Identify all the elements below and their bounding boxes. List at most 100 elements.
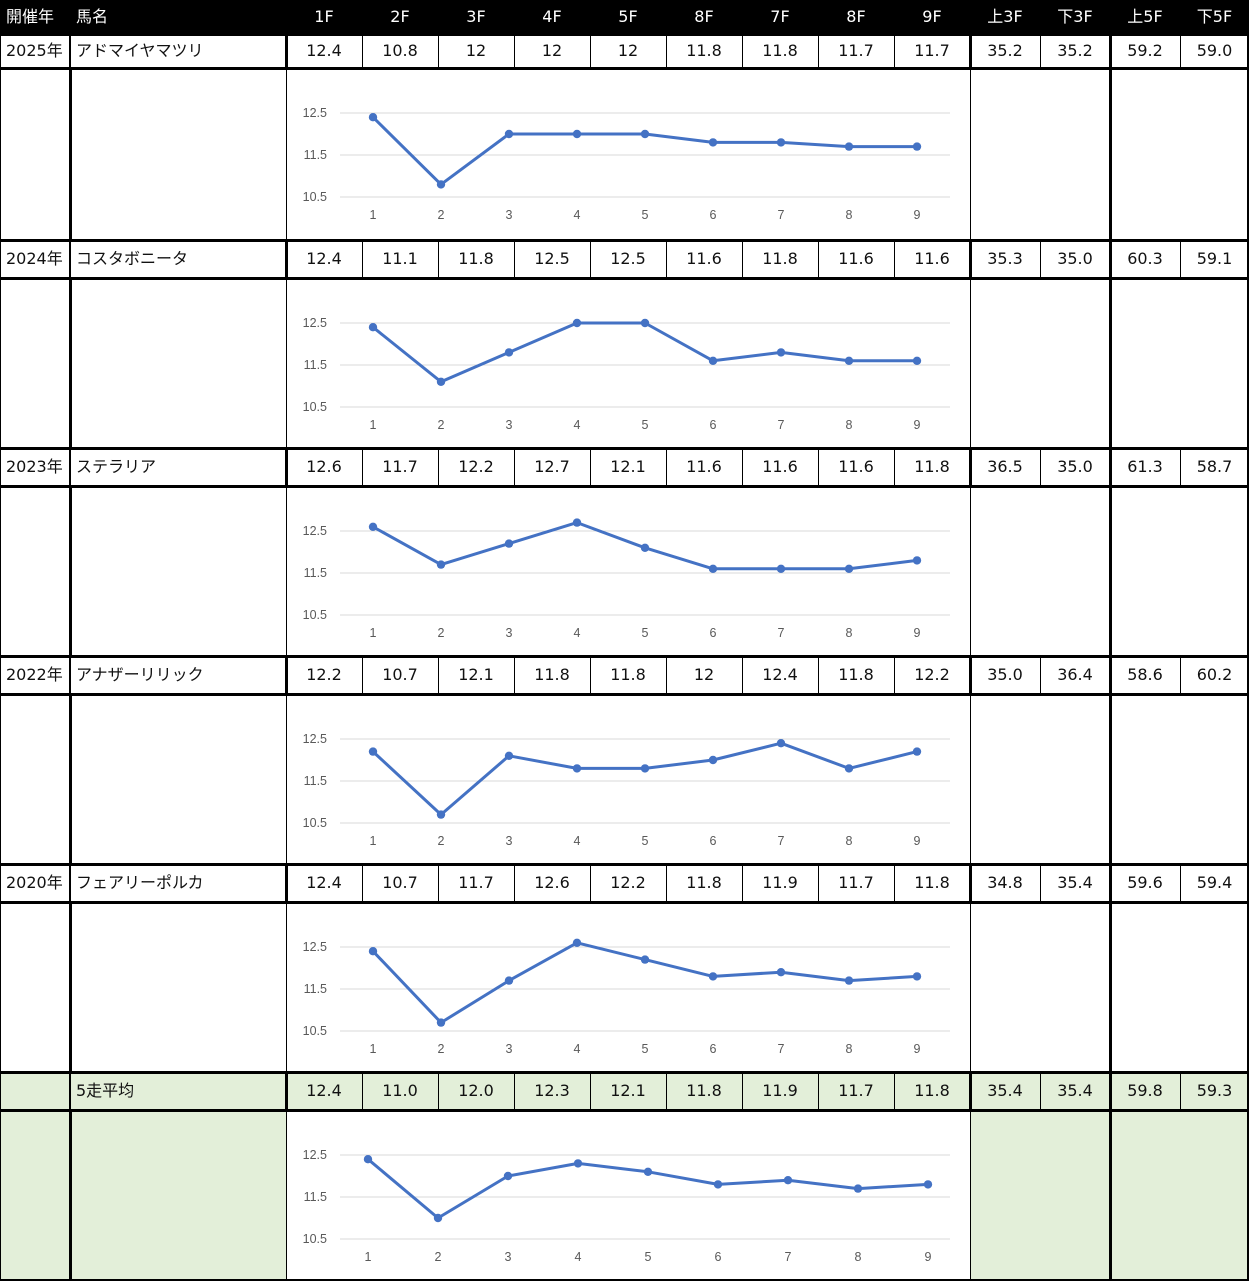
data-point [433, 1213, 443, 1223]
x-tick-label: 7 [778, 834, 785, 848]
y-tick-label: 11.5 [304, 982, 327, 996]
col-border [1040, 448, 1041, 486]
cell-up5: 59.8 [1127, 1081, 1163, 1100]
x-tick-label: 1 [370, 418, 377, 432]
data-point [923, 1180, 933, 1189]
cell-up5: 60.3 [1127, 249, 1163, 268]
row-border-thick [0, 1109, 1249, 1112]
cell-up5: 58.6 [1127, 665, 1163, 684]
col-border [438, 656, 439, 694]
split-cell: 12.5 [610, 249, 646, 268]
race-year: 2022年 [6, 665, 63, 684]
data-point [572, 318, 582, 328]
x-tick-label: 6 [710, 418, 717, 432]
split-line-chart: 12.5 11.5 10.5 1 2 3 4 5 6 7 8 9 [303, 518, 950, 640]
chart-col-border [1109, 486, 1112, 656]
data-point [572, 938, 582, 947]
x-tick-label: 7 [778, 1042, 785, 1056]
row-border-thick [0, 67, 1249, 70]
data-point [503, 1171, 513, 1181]
data-point [708, 755, 718, 765]
col-border [514, 240, 515, 278]
data-point [844, 356, 854, 365]
split-cell: 11.8 [762, 41, 798, 60]
chart-col-border [286, 68, 287, 240]
data-point [504, 976, 514, 985]
col-border [1040, 1072, 1041, 1110]
x-tick-label: 4 [574, 1042, 581, 1056]
cell-down3: 36.4 [1057, 665, 1093, 684]
col-border [1109, 34, 1112, 68]
x-tick-label: 3 [506, 418, 513, 432]
x-tick-label: 7 [778, 626, 785, 640]
split-cell: 10.7 [382, 665, 418, 684]
col-border [362, 1072, 363, 1110]
split-cell: 12 [693, 665, 715, 684]
col-border [1109, 1072, 1112, 1110]
header-horse: 馬名 [76, 7, 109, 26]
split-line-chart: 12.5 11.5 10.5 1 2 3 4 5 6 7 8 9 [303, 732, 950, 848]
chart-col-border [69, 68, 72, 240]
col-border [590, 656, 591, 694]
split-cell: 12.2 [458, 457, 494, 476]
cell-up3: 35.2 [987, 41, 1023, 60]
right-border [1247, 0, 1249, 1281]
y-tick-label: 10.5 [303, 608, 327, 622]
split-cell: 11.7 [914, 41, 950, 60]
cell-up5: 59.6 [1127, 873, 1163, 892]
x-tick-label: 2 [438, 1042, 445, 1056]
col-border [285, 448, 288, 486]
data-point [368, 113, 378, 122]
split-cell: 12.0 [458, 1081, 494, 1100]
col-border [969, 240, 972, 278]
x-tick-label: 2 [438, 834, 445, 848]
cell-up3: 34.8 [987, 873, 1023, 892]
col-border [666, 34, 667, 68]
y-tick-label: 11.5 [304, 774, 327, 788]
data-point [368, 323, 378, 332]
split-cell: 11.8 [838, 665, 874, 684]
split-cell: 12 [465, 41, 487, 60]
x-tick-label: 4 [574, 418, 581, 432]
col-border [1109, 864, 1112, 902]
chart-col-border [970, 68, 971, 240]
split-cell: 11.8 [610, 665, 646, 684]
x-tick-label: 9 [925, 1250, 932, 1264]
data-point [643, 1167, 653, 1176]
series-line [372, 321, 917, 384]
col-border [818, 864, 819, 902]
data-point [776, 348, 786, 357]
row-border [0, 864, 1249, 866]
data-point [844, 764, 854, 773]
x-tick-label: 8 [846, 208, 853, 222]
data-point [708, 972, 718, 981]
split-cell: 11.7 [458, 873, 494, 892]
col-border [1180, 448, 1181, 486]
left-border [0, 34, 1, 1281]
x-tick-label: 2 [435, 1250, 442, 1264]
col-border [969, 864, 972, 902]
y-tick-label: 11.5 [304, 566, 327, 580]
col-border [438, 240, 439, 278]
data-point [776, 138, 786, 147]
col-border [1040, 34, 1041, 68]
data-point [640, 129, 650, 139]
x-tick-label: 8 [846, 1042, 853, 1056]
header-down3: 下3F [1057, 7, 1093, 26]
header-split-7: 7F [770, 7, 790, 26]
data-point [708, 356, 718, 365]
col-border [69, 656, 71, 694]
chart-col-border [69, 1110, 72, 1281]
split-cell: 11.8 [458, 249, 494, 268]
split-cell: 12.2 [306, 665, 342, 684]
x-tick-label: 7 [785, 1250, 792, 1264]
col-border [514, 1072, 515, 1110]
x-tick-label: 6 [710, 1042, 717, 1056]
col-border [742, 34, 743, 68]
cell-down5: 60.2 [1196, 665, 1233, 684]
chart-col-border [286, 486, 287, 656]
race-year [0, 1072, 70, 1110]
x-tick-label: 1 [370, 626, 377, 640]
split-cell: 11.8 [686, 1081, 722, 1100]
split-cell: 12.6 [534, 873, 570, 892]
